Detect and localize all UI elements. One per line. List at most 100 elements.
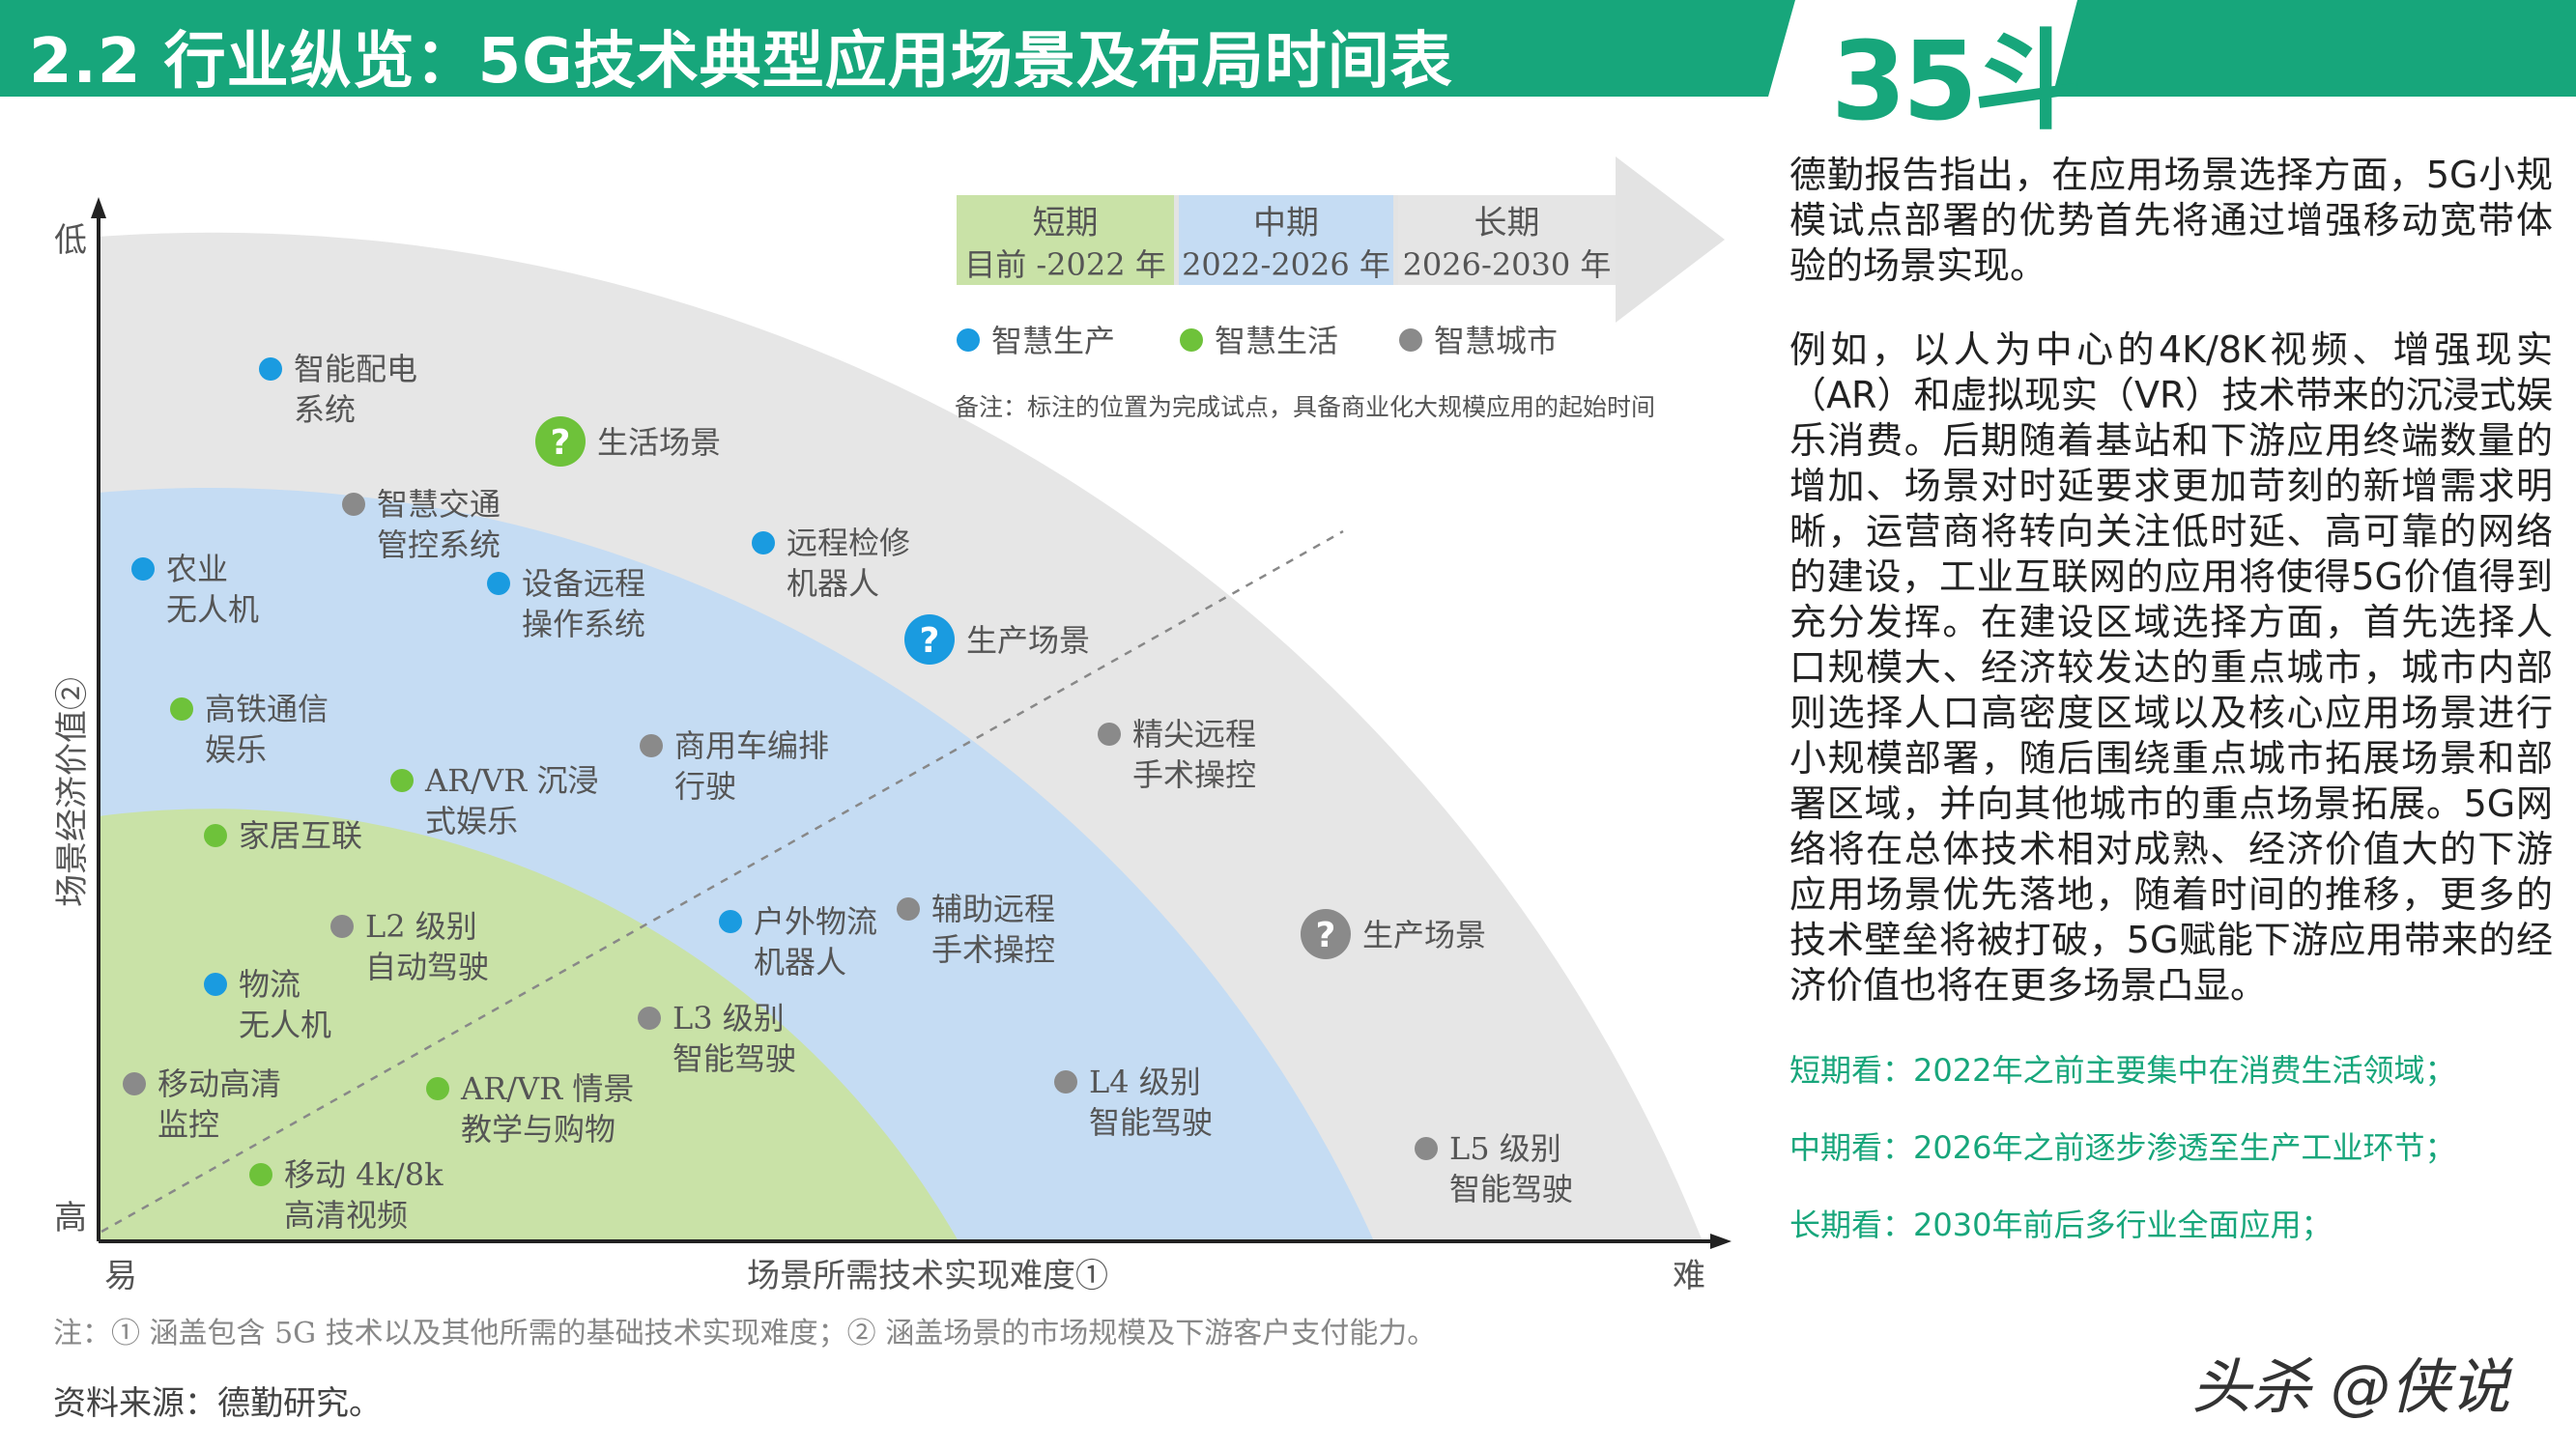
x-axis-arrow <box>1710 1234 1732 1249</box>
legend-label-2: 智慧生活 <box>1215 323 1338 359</box>
item-dot <box>638 1007 661 1030</box>
item-label: 辅助远程 <box>931 891 1055 927</box>
item-dot <box>131 557 155 581</box>
item-label: AR/VR 情景 <box>460 1070 634 1107</box>
period-name-3: 长期 <box>1474 204 1540 242</box>
item-label: L2 级别 <box>365 908 477 945</box>
item-label: 智能驾驶 <box>673 1040 796 1077</box>
item-label: 高铁通信 <box>205 691 329 727</box>
item-label: 自动驾驶 <box>365 949 489 985</box>
item-label: 移动高清 <box>157 1065 281 1102</box>
zone-markers: ? 生活场景? 生产场景? 生产场景 <box>535 416 1486 959</box>
period-box-1 <box>957 195 1174 285</box>
y-axis-top-label: 低 <box>54 221 87 260</box>
footnote: 注：① 涵盖包含 5G 技术以及其他所需的基础技术实现难度；② 涵盖场景的市场规… <box>53 1317 1437 1350</box>
item-label: L4 级别 <box>1089 1064 1201 1100</box>
item-label: L5 级别 <box>1449 1130 1561 1167</box>
item-label: 行驶 <box>674 768 736 805</box>
legend-dot-2 <box>1180 328 1203 352</box>
item-dot <box>390 769 414 792</box>
zone-marker-symbol-2: ? <box>920 621 940 661</box>
period-box-2 <box>1179 195 1393 285</box>
item-dot <box>1415 1137 1438 1160</box>
period-range-3: 2026-2030 年 <box>1403 246 1612 283</box>
item-dot <box>259 357 282 381</box>
period-name-1: 短期 <box>1033 204 1099 242</box>
scenario-items: 智能配电系统智慧交通管控系统农业无人机设备远程操作系统远程检修机器人高铁通信娱乐… <box>123 351 1573 1234</box>
item-label: 机器人 <box>787 565 879 602</box>
y-axis-bottom-label: 高 <box>54 1199 87 1237</box>
item-label: 系统 <box>294 391 356 428</box>
period-name-2: 中期 <box>1253 204 1319 242</box>
zone-marker-label-2: 生产场景 <box>966 622 1090 659</box>
period-note-long: 长期看：2030年前后多行业全面应用； <box>1789 1207 2333 1243</box>
page-title: 2.2 行业纵览：5G技术典型应用场景及布局时间表 <box>29 26 1453 98</box>
paragraph-detail: 例如，以人为中心的4K/8K视频、增强现实（AR）和虚拟现实（VR）技术带来的沉… <box>1789 328 2553 1007</box>
item-label: 设备远程 <box>522 565 645 602</box>
period-range-1: 目前 -2022 年 <box>964 246 1166 283</box>
item-dot <box>752 531 775 554</box>
item-label: 娱乐 <box>205 731 267 768</box>
item-dot <box>487 572 510 595</box>
period-box-3 <box>1398 195 1616 285</box>
item-label: 教学与购物 <box>461 1111 615 1148</box>
item-label: 家居互联 <box>239 817 362 854</box>
right-text-panel: 德勤报告指出，在应用场景选择方面，5G小规模试点部署的优势首先将通过增强移动宽带… <box>1789 153 2553 1047</box>
item-label: 机器人 <box>754 944 846 980</box>
watermark: 头杀 @侠说 <box>2191 1351 2510 1422</box>
period-note-short: 短期看：2022年之前主要集中在消费生活领域； <box>1789 1052 2456 1089</box>
item-label: 物流 <box>239 966 301 1003</box>
y-axis-arrow <box>91 197 106 218</box>
item-dot <box>640 734 663 757</box>
legend-dot-3 <box>1399 328 1422 352</box>
item-label: L3 级别 <box>673 1000 785 1037</box>
period-range-2: 2022-2026 年 <box>1182 246 1390 283</box>
period-note-mid: 中期看：2026年之前逐步渗透至生产工业环节； <box>1789 1129 2456 1166</box>
legend-label-1: 智慧生产 <box>991 323 1115 359</box>
item-dot <box>719 910 742 933</box>
header-bar: 2.2 行业纵览：5G技术典型应用场景及布局时间表 35斗 <box>0 0 2576 145</box>
item-label: 智能驾驶 <box>1449 1171 1573 1208</box>
item-label: 智能驾驶 <box>1089 1104 1213 1141</box>
x-axis-label: 场景所需技术实现难度① <box>747 1257 1108 1295</box>
legend-label-3: 智慧城市 <box>1434 323 1558 359</box>
item-label: 手术操控 <box>931 931 1055 968</box>
item-label: 操作系统 <box>522 606 645 642</box>
zone-marker-label-3: 生产场景 <box>1362 917 1486 953</box>
source-note: 资料来源：德勤研究。 <box>53 1384 382 1423</box>
item-label: 移动 4k/8k <box>284 1156 444 1193</box>
diagram-note: 备注：标注的位置为完成试点，具备商业化大规模应用的起始时间 <box>955 393 1655 421</box>
item-label: 无人机 <box>166 591 259 628</box>
item-label: 手术操控 <box>1132 756 1256 793</box>
item-label: 农业 <box>166 551 228 587</box>
item-dot <box>249 1163 272 1186</box>
item-dot <box>426 1077 449 1100</box>
item-dot <box>1054 1070 1077 1094</box>
item-label: 户外物流 <box>754 903 877 940</box>
item-dot <box>123 1072 146 1095</box>
item-dot <box>897 897 920 921</box>
x-axis-left-label: 易 <box>104 1257 137 1295</box>
item-label: 商用车编排 <box>674 727 829 764</box>
zone-marker-symbol-3: ? <box>1316 916 1336 955</box>
item-label: 监控 <box>157 1106 219 1143</box>
item-label: 精尖远程 <box>1132 716 1256 753</box>
zone-marker-label-1: 生活场景 <box>597 424 721 461</box>
legend-dot-1 <box>957 328 980 352</box>
zone-short-term <box>99 809 959 1241</box>
x-axis-right-label: 难 <box>1673 1257 1705 1295</box>
trend-diagonal <box>100 529 1344 1234</box>
item-dot <box>342 493 365 516</box>
item-label: 管控系统 <box>377 526 501 563</box>
y-axis-label: 场景经济价值② <box>53 677 92 907</box>
header-background <box>0 0 2576 97</box>
item-dot <box>1098 723 1121 746</box>
item-dot <box>330 915 354 938</box>
zone-marker-badge-3 <box>1301 909 1351 959</box>
item-label: 远程检修 <box>787 525 910 561</box>
item-dot <box>170 697 193 721</box>
item-dot <box>204 973 227 996</box>
zone-marker-badge-1 <box>535 416 586 467</box>
